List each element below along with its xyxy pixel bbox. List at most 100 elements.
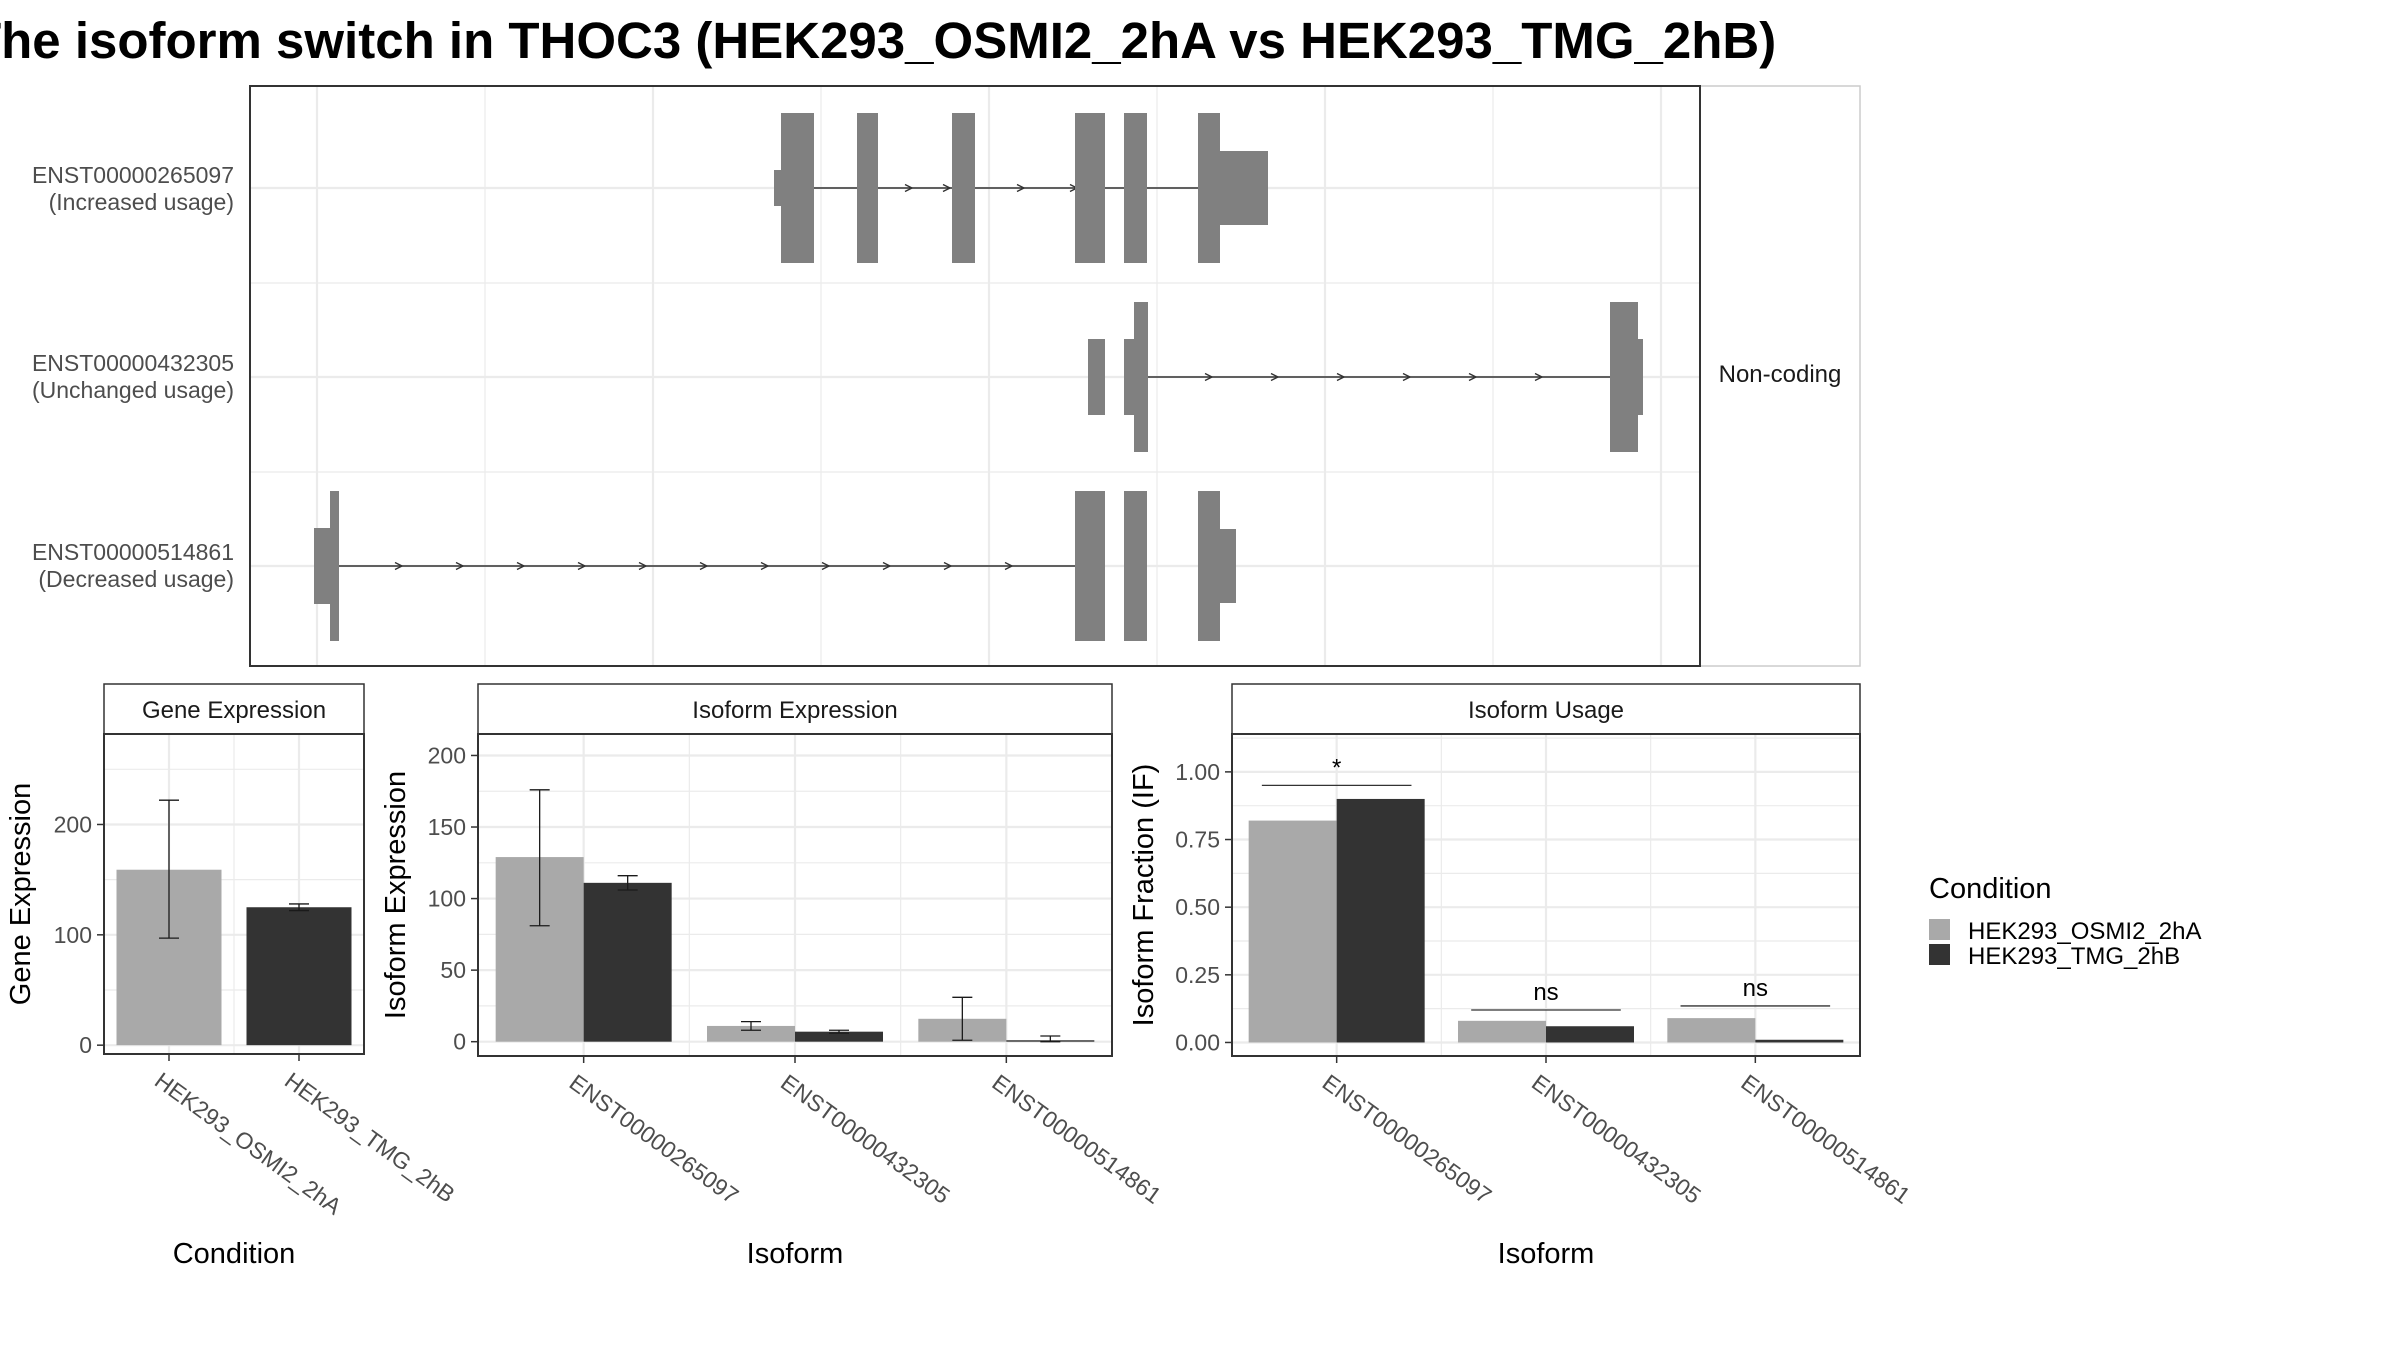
gene-x-axis-title: Condition [173, 1238, 296, 1270]
exon-block [1636, 339, 1643, 415]
exon-block [1220, 151, 1268, 225]
intron-arrow [1534, 372, 1544, 382]
isoform-track-2 [1088, 302, 1643, 452]
intron-arrow [1016, 183, 1026, 193]
y-tick-label: 1.00 [1175, 759, 1220, 785]
y-tick-label: 50 [440, 957, 466, 983]
intron-arrow [904, 183, 914, 193]
bar [1755, 1039, 1844, 1043]
intron-arrow [942, 183, 952, 193]
isoform-2-usage: (Unchanged usage) [32, 377, 234, 403]
isoexp-y-axis-title: Isoform Expression [380, 771, 412, 1019]
exon-block [1198, 491, 1220, 641]
intron-arrow [1468, 372, 1478, 382]
chart-title: The isoform switch in THOC3 (HEK293_OSMI… [0, 12, 1777, 69]
exon-block [1124, 491, 1147, 641]
exon-block [1075, 491, 1105, 641]
legend-title: Condition [1929, 873, 2052, 905]
intron-arrow [882, 561, 892, 571]
isoexp-strip-title: Isoform Expression [692, 697, 897, 724]
isoform-3-usage: (Decreased usage) [38, 566, 234, 592]
x-tick-label: ENST00000265097 [565, 1069, 744, 1209]
intron-arrow [455, 561, 465, 571]
legend: Condition HEK293_OSMI2_2hA HEK293_TMG_2h… [1929, 873, 2201, 970]
gene-strip [103, 683, 365, 735]
y-tick-label: 150 [428, 814, 466, 840]
bar [795, 1031, 883, 1042]
exon-block [1198, 113, 1220, 263]
isoform-1-usage: (Increased usage) [49, 189, 234, 215]
exon-block [330, 491, 339, 641]
bar [246, 907, 352, 1046]
isoform-tracks [314, 113, 1643, 641]
y-tick-label: 0.00 [1175, 1029, 1220, 1055]
bar [1546, 1026, 1634, 1043]
exon-block [1220, 529, 1236, 603]
y-tick-label: 100 [54, 922, 92, 948]
intron-arrow [1204, 372, 1214, 382]
isoform-3-id: ENST00000514861 [32, 539, 234, 565]
y-tick-label: 200 [54, 811, 92, 837]
error-bar [289, 903, 309, 912]
structure-strip-label: Non-coding [1719, 361, 1842, 388]
bar [1667, 1018, 1756, 1043]
intron-arrow [1270, 372, 1280, 382]
error-bar [617, 875, 638, 891]
exon-block [781, 113, 814, 263]
isoform-1-id: ENST00000265097 [32, 162, 234, 188]
intron-arrow [1336, 372, 1346, 382]
y-tick-label: 0.75 [1175, 827, 1220, 853]
exon-block [314, 528, 330, 604]
significance-label: ns [1743, 975, 1768, 1002]
isoexp-plot-area: 0 50 100 150 200 ENST00000265097 ENST000004323… [428, 734, 1166, 1209]
error-bar [529, 789, 550, 927]
intron-arrow [638, 561, 648, 571]
error-bar [952, 996, 973, 1041]
y-tick-label: 0.50 [1175, 894, 1220, 920]
legend-swatch-tmg [1929, 944, 1950, 965]
intron-arrow [1004, 561, 1014, 571]
intron-arrow [760, 561, 770, 571]
isoexp-panel-border [477, 733, 1113, 1057]
intron-arrow [516, 561, 526, 571]
x-tick-label: ENST00000432305 [1527, 1069, 1706, 1209]
bar [1458, 1020, 1546, 1043]
gene-panel-border [103, 733, 365, 1055]
isoform-usage-panel: Isoform Usage 0.00 0.25 0.50 0.75 1.00 ENST00… [1128, 683, 1915, 1270]
isoform-track-3 [314, 491, 1236, 641]
y-tick-label: 0 [453, 1029, 466, 1055]
x-tick-label: ENST00000265097 [1318, 1069, 1497, 1209]
usage-strip-title: Isoform Usage [1468, 697, 1624, 724]
isoform-2-id: ENST00000432305 [32, 350, 234, 376]
y-tick-label: 0.25 [1175, 962, 1220, 988]
error-bar [1040, 1035, 1061, 1043]
significance-label: * [1332, 754, 1341, 781]
legend-swatch-osmi [1929, 919, 1950, 940]
isoform-expression-panel: Isoform Expression 0 50 100 150 200 ENST00000… [380, 683, 1166, 1270]
exon-block [1088, 339, 1105, 415]
bar [1248, 820, 1337, 1043]
error-bar [159, 799, 179, 939]
isoform-track-1 [774, 113, 1268, 263]
gene-strip-title: Gene Expression [142, 697, 326, 724]
isoform-structure-panel: Non-coding ENST00000265097 (Increased us… [32, 85, 1861, 667]
x-tick-label: ENST00000514861 [987, 1069, 1166, 1209]
intron-arrow [1402, 372, 1412, 382]
isoform-labels: ENST00000265097 (Increased usage) ENST00… [32, 162, 234, 592]
error-bar [741, 1021, 761, 1031]
x-tick-label: ENST00000432305 [776, 1069, 955, 1209]
usage-panel-border [1231, 733, 1861, 1057]
usage-x-axis-title: Isoform [1498, 1238, 1595, 1270]
exon-block [1134, 302, 1148, 452]
intron-arrow [394, 561, 404, 571]
bar [707, 1025, 795, 1042]
x-tick-label: ENST00000514861 [1736, 1069, 1915, 1209]
isoexp-x-axis-title: Isoform [747, 1238, 844, 1270]
exon-block [857, 113, 878, 263]
intron-arrow [943, 561, 953, 571]
isoexp-strip [477, 683, 1113, 735]
legend-label-tmg: HEK293_TMG_2hB [1968, 943, 2180, 970]
y-tick-label: 100 [428, 886, 466, 912]
